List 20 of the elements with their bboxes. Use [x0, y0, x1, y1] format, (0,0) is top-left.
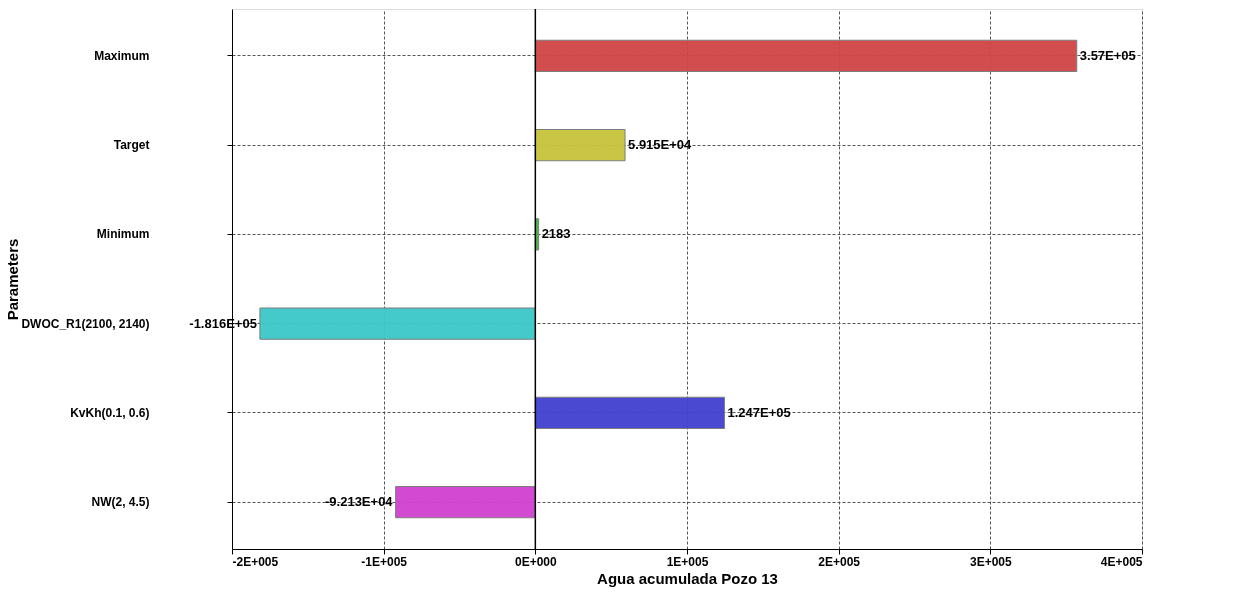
data-label: 3.57E+05 [1079, 47, 1136, 63]
y-tick-label: Maximum [94, 48, 150, 63]
y-axis-title: Parameters [3, 238, 21, 321]
x-tick-label: -2E+005 [232, 554, 279, 569]
y-tick-label: Minimum [96, 227, 150, 242]
x-axis-title: Agua acumulada Pozo 13 [597, 569, 778, 587]
data-label: 1.247E+05 [727, 404, 791, 420]
data-label: 2183 [541, 226, 571, 242]
y-tick-label: Target [113, 138, 150, 153]
data-label: 5.915E+04 [628, 137, 693, 153]
x-tick-label: 4E+005 [1100, 554, 1143, 569]
y-tick-label: KvKh(0.1, 0.6) [70, 405, 150, 420]
x-tick-label: 1E+005 [666, 554, 709, 569]
y-tick-label: NW(2, 4.5) [91, 495, 150, 510]
x-tick-label: -1E+005 [361, 554, 408, 569]
x-tick-label: 2E+005 [818, 554, 861, 569]
y-tick-label: DWOC_R1(2100, 2140) [21, 316, 150, 331]
x-tick-label: 0E+000 [514, 554, 558, 569]
data-label: -9.213E+04 [325, 494, 394, 510]
x-tick-label: 3E+005 [969, 554, 1013, 569]
